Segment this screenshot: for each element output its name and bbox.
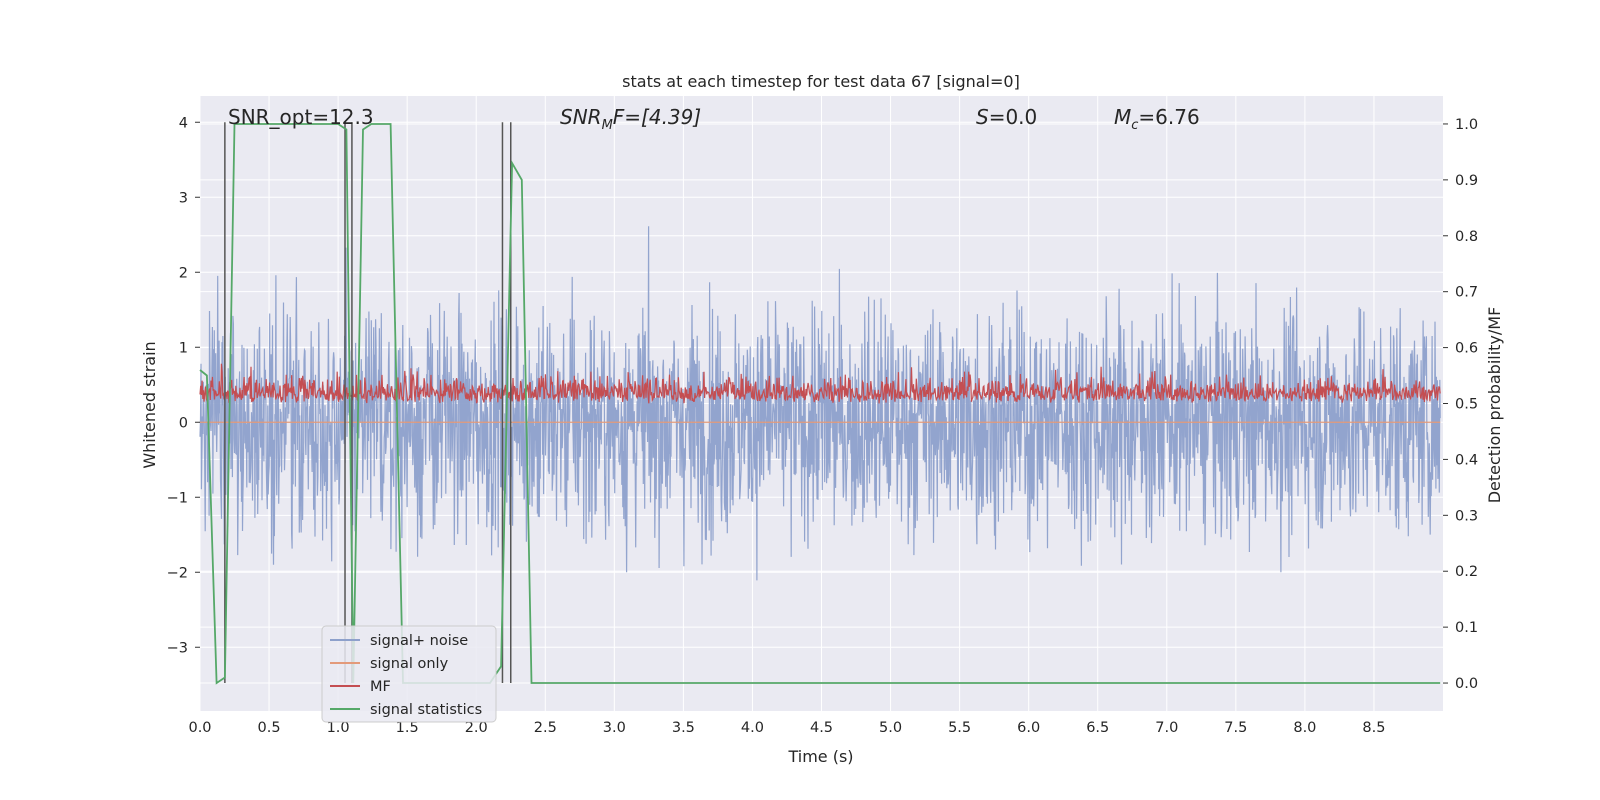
x-tick-label: 8.5 — [1362, 720, 1385, 736]
y-left-tick-label: 3 — [179, 190, 188, 206]
x-tick-label: 6.0 — [1017, 720, 1040, 736]
x-tick-label: 4.0 — [741, 720, 764, 736]
x-tick-label: 3.5 — [672, 720, 695, 736]
annotation-mc: Mc=6.76 — [1114, 105, 1200, 133]
annotation-snr-mf-sub: M — [602, 118, 613, 133]
x-tick-label: 2.5 — [534, 720, 557, 736]
x-tick-label: 1.5 — [396, 720, 419, 736]
y-right-tick-label: 0.5 — [1455, 397, 1478, 413]
annotation-mc-rest: =6.76 — [1138, 105, 1199, 129]
x-axis-label: Time (s) — [787, 747, 853, 766]
x-tick-label: 0.5 — [258, 720, 281, 736]
annotation-s: S=0.0 — [976, 105, 1037, 129]
x-tick-label: 1.0 — [327, 720, 350, 736]
series-mf-line — [199, 363, 1441, 404]
legend-label-signal-only: signal only — [370, 656, 449, 672]
y-left-tick-label: 4 — [179, 115, 188, 131]
y-right-tick-label: 0.9 — [1455, 173, 1478, 189]
y-right-tick-label: 0.1 — [1455, 620, 1478, 636]
y-axis-right-label: Detection probability/MF — [1485, 307, 1504, 504]
y-left-tick-label: 1 — [179, 340, 188, 356]
y-right-tick-label: 0.7 — [1455, 285, 1478, 301]
legend-label-mf: MF — [370, 679, 391, 695]
y-right-tick-label: 0.8 — [1455, 229, 1478, 245]
annotation-mc-base: M — [1114, 105, 1131, 129]
y-right-tick-label: 0.6 — [1455, 341, 1478, 357]
y-left-tick-label: −1 — [167, 490, 188, 506]
annotation-snr-mf: SNRMF=[4.39] — [560, 105, 701, 133]
x-tick-label: 8.0 — [1293, 720, 1316, 736]
y-left-tick-label: −2 — [167, 565, 188, 581]
annotation-mc-sub: c — [1131, 118, 1138, 133]
legend-box — [321, 625, 497, 723]
x-tick-label: 7.0 — [1155, 720, 1178, 736]
x-tick-label: 5.0 — [879, 720, 902, 736]
y-right-ticks: 0.0 0.1 0.2 0.3 0.4 0.5 0.6 0.7 0.8 0.9 1.0 — [1443, 117, 1478, 692]
y-right-tick-label: 0.4 — [1455, 452, 1478, 468]
y-left-ticks: −3 −2 −1 0 1 2 3 4 — [167, 115, 200, 656]
x-ticks: 0.0 0.5 1.0 1.5 2.0 2.5 3.0 3.5 4.0 4.5 5.0 5.5 6.0 6… — [188, 720, 1385, 736]
series-signal-noise-line — [199, 226, 1441, 581]
x-tick-label: 7.5 — [1224, 720, 1247, 736]
y-right-tick-label: 0.2 — [1455, 564, 1478, 580]
y-left-tick-label: 2 — [179, 265, 188, 281]
legend-label-signal-statistics: signal statistics — [370, 702, 482, 718]
x-tick-label: 0.0 — [188, 720, 211, 736]
x-tick-label: 2.0 — [465, 720, 488, 736]
y-axis-left-label: Whitened strain — [140, 341, 159, 468]
annotation-snr-mf-rest: F=[4.39] — [613, 105, 701, 129]
y-right-tick-label: 0.0 — [1455, 676, 1478, 692]
x-tick-label: 4.5 — [810, 720, 833, 736]
x-tick-label: 6.5 — [1086, 720, 1109, 736]
annotation-s-rest: =0.0 — [989, 105, 1038, 129]
y-left-tick-label: 0 — [179, 415, 188, 431]
x-tick-label: 3.0 — [603, 720, 626, 736]
annotation-snr-opt: SNR_opt=12.3 — [228, 105, 374, 129]
annotation-s-base: S — [976, 105, 989, 129]
legend-label-signal-noise: signal+ noise — [370, 633, 468, 649]
y-right-tick-label: 1.0 — [1455, 117, 1478, 133]
annotation-snr-mf-base: SNR — [560, 105, 602, 129]
series-signal-statistics-line — [199, 123, 1441, 685]
y-right-tick-label: 0.3 — [1455, 508, 1478, 524]
plot-series — [199, 122, 1441, 685]
x-tick-label: 5.5 — [948, 720, 971, 736]
chart-title: stats at each timestep for test data 67 … — [622, 72, 1020, 91]
y-left-tick-label: −3 — [167, 640, 188, 656]
legend: signal+ noise signal only MF signal stat… — [321, 625, 497, 723]
